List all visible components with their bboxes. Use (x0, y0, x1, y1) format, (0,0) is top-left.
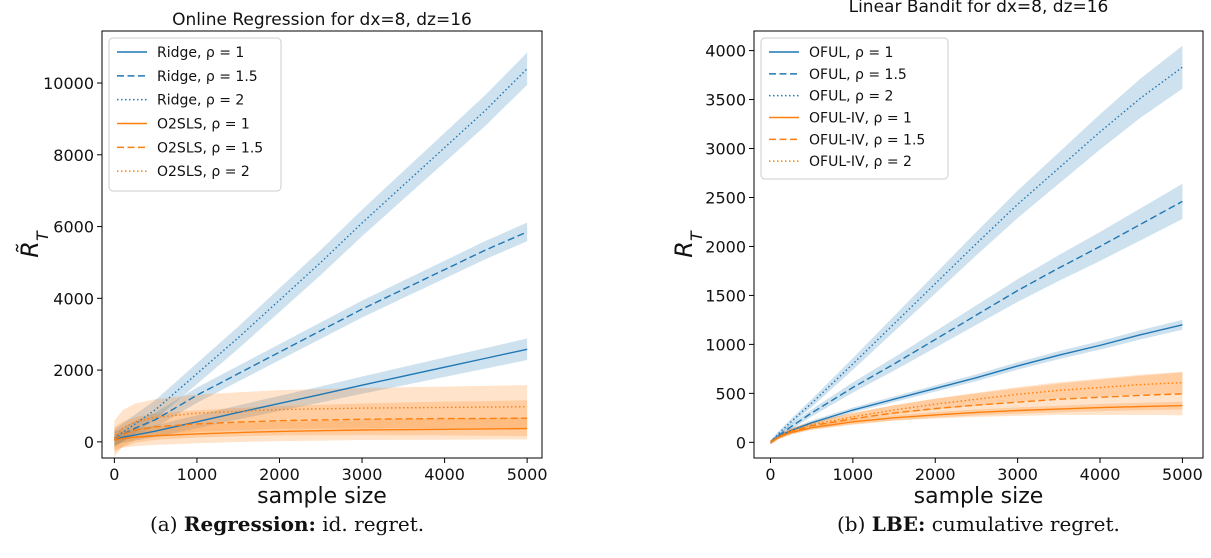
legend-label: OFUL-IV, ρ = 2 (809, 154, 912, 170)
x-tick-label: 0 (765, 465, 775, 484)
series-line (114, 417, 528, 441)
y-tick-label: 6000 (53, 218, 94, 237)
caption-bold: LBE: (871, 512, 926, 536)
series-line (114, 348, 528, 441)
series-band (114, 385, 528, 457)
caption-label: (a) (150, 512, 178, 536)
caption-regression: (a) Regression: id. regret. (150, 512, 424, 536)
x-axis-label: sample size (914, 484, 1044, 509)
y-tick-label: 1500 (705, 286, 746, 305)
y-tick-label: 1000 (705, 335, 746, 354)
legend-label: OFUL, ρ = 1.5 (809, 67, 907, 83)
x-axis-label: sample size (257, 484, 387, 509)
x-tick-label: 1000 (177, 465, 218, 484)
series-line (113, 405, 528, 440)
legend-label: OFUL-IV, ρ = 1.5 (809, 132, 925, 148)
series-line (114, 427, 528, 442)
legend-label: OFUL-IV, ρ = 1 (809, 111, 912, 127)
plot-area (113, 52, 528, 457)
legend-label: Ridge, ρ = 1 (157, 45, 244, 61)
legend-label: OFUL, ρ = 2 (809, 89, 893, 105)
series-line (114, 231, 528, 440)
y-tick-label: 0 (84, 433, 94, 452)
y-tick-label: 4000 (53, 289, 94, 308)
series-line (113, 68, 528, 439)
y-tick-label: 2000 (53, 361, 94, 380)
series-band (114, 52, 528, 448)
series-band (770, 45, 1183, 445)
plot-area (769, 45, 1183, 445)
caption-lbe: (b) LBE: cumulative regret. (837, 512, 1120, 536)
chart-title: Online Regression for dx=8, dz=16 (172, 10, 472, 30)
series-band (114, 338, 528, 446)
chart-title: Linear Bandit for dx=8, dz=16 (849, 0, 1109, 17)
legend-box (760, 37, 949, 180)
x-tick-label: 3000 (342, 465, 383, 484)
x-tick-label: 2000 (915, 465, 956, 484)
y-tick-label: 3000 (705, 140, 746, 159)
series-band (770, 183, 1183, 445)
x-tick-label: 3000 (997, 465, 1038, 484)
y-tick-label: 10000 (43, 74, 94, 93)
legend-box (108, 37, 282, 192)
x-tick-label: 0 (109, 465, 119, 484)
x-tick-label: 5000 (507, 465, 548, 484)
series-line (770, 324, 1183, 443)
series-band (770, 372, 1183, 445)
x-tick-label: 1000 (833, 465, 874, 484)
series-line (769, 66, 1183, 443)
series-line (770, 381, 1183, 443)
y-tick-label: 0 (736, 433, 746, 452)
series-line (770, 404, 1183, 443)
x-tick-label: 4000 (1080, 465, 1121, 484)
axes-frame (753, 30, 1204, 459)
y-tick-label: 2000 (705, 237, 746, 256)
y-tick-label: 2500 (705, 188, 746, 207)
legend-label: Ridge, ρ = 2 (157, 93, 244, 109)
legend-label: O2SLS, ρ = 1 (157, 117, 250, 133)
caption-label: (b) (837, 512, 866, 536)
axes-frame (101, 30, 543, 459)
caption-text: cumulative regret. (931, 512, 1120, 536)
series-band (770, 371, 1183, 445)
chart-regression: Online Regression for dx=8, dz=16 0 1000 20… (16, 10, 548, 509)
y-axis-label: RT (670, 230, 706, 258)
caption-text: id. regret. (322, 512, 425, 536)
y-tick-label: 8000 (53, 146, 94, 165)
legend-label: Ridge, ρ = 1.5 (157, 69, 258, 85)
x-tick-label: 2000 (259, 465, 300, 484)
series-band (114, 400, 528, 453)
legend-label: O2SLS, ρ = 1.5 (157, 140, 263, 156)
x-tick-label: 4000 (424, 465, 465, 484)
y-tick-label: 500 (715, 384, 746, 403)
chart-bandit: Linear Bandit for dx=8, dz=16 0 1000 2000 30… (670, 0, 1204, 509)
y-axis-label: R̃T (16, 230, 52, 258)
legend-label: O2SLS, ρ = 2 (157, 164, 250, 180)
legend-label: OFUL, ρ = 1 (809, 45, 893, 61)
series-line (770, 200, 1183, 443)
figure: Online Regression for dx=8, dz=16 0 1000 20… (16, 0, 1204, 509)
series-band (114, 417, 528, 450)
caption-bold: Regression: (183, 512, 316, 536)
series-line (770, 393, 1183, 443)
series-band (770, 319, 1183, 445)
y-tick-label: 4000 (705, 42, 746, 61)
y-tick-label: 3500 (705, 91, 746, 110)
series-band (114, 222, 528, 447)
x-tick-label: 5000 (1162, 465, 1203, 484)
